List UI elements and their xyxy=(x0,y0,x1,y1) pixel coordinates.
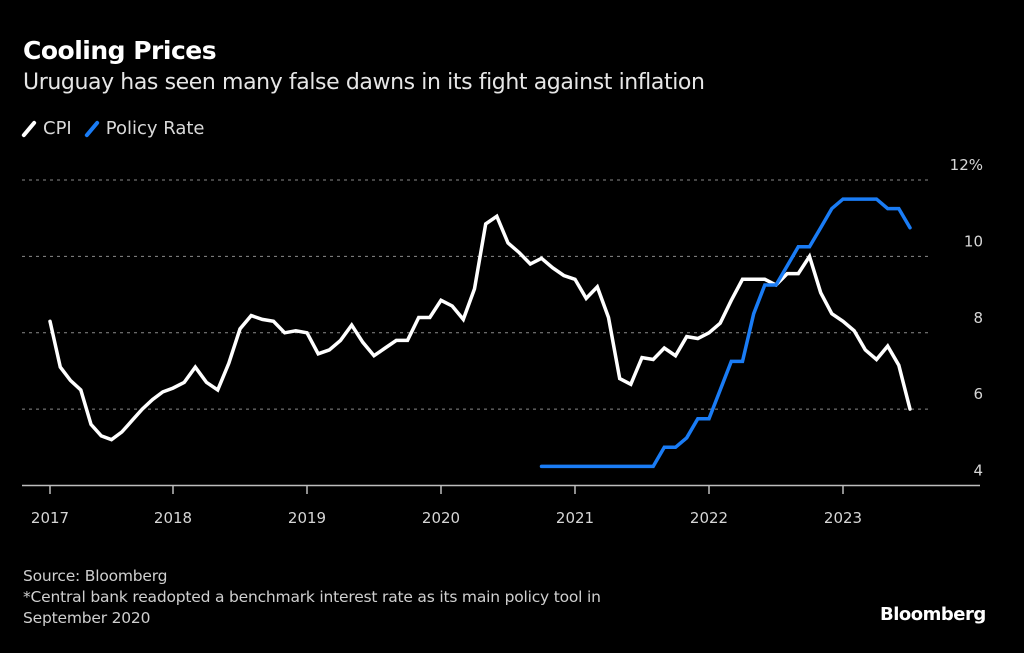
legend-label-cpi: CPI xyxy=(43,118,72,139)
x-tick-label: 2017 xyxy=(31,509,69,527)
y-axis-tick-labels: 4 6 8 10 12% xyxy=(950,156,983,480)
x-tick-label: 2023 xyxy=(824,509,862,527)
legend-label-policy-rate: Policy Rate xyxy=(105,118,205,139)
gridlines xyxy=(22,179,930,410)
bloomberg-logo: Bloomberg xyxy=(880,604,986,625)
x-tick-label: 2021 xyxy=(556,509,594,527)
chart-title: Cooling Prices xyxy=(23,36,217,65)
x-tick-label: 2022 xyxy=(690,509,728,527)
footnote-line-2: September 2020 xyxy=(23,609,151,627)
legend-item-cpi: CPI xyxy=(21,118,72,139)
source-text: Source: Bloomberg xyxy=(23,567,168,585)
y-tick-label: 8 xyxy=(973,309,983,327)
legend: CPI Policy Rate xyxy=(21,118,219,139)
y-tick-label: 12% xyxy=(950,156,983,174)
policy-rate-line xyxy=(539,197,912,469)
legend-item-policy-rate: Policy Rate xyxy=(83,118,205,139)
footer: Source: Bloomberg *Central bank readopte… xyxy=(23,566,601,629)
x-tick-label: 2018 xyxy=(154,509,192,527)
cpi-line xyxy=(48,213,912,442)
x-axis-ticks: 2017 2018 2019 2020 2021 2022 2023 xyxy=(31,485,862,527)
x-tick-label: 2019 xyxy=(288,509,326,527)
y-tick-label: 10 xyxy=(964,232,983,250)
series-lines xyxy=(48,197,912,469)
footnote-line-1: *Central bank readopted a benchmark inte… xyxy=(23,588,601,606)
y-tick-label: 6 xyxy=(973,385,983,403)
y-tick-label: 4 xyxy=(973,462,983,480)
chart-subtitle: Uruguay has seen many false dawns in its… xyxy=(23,70,705,95)
x-tick-label: 2020 xyxy=(422,509,460,527)
